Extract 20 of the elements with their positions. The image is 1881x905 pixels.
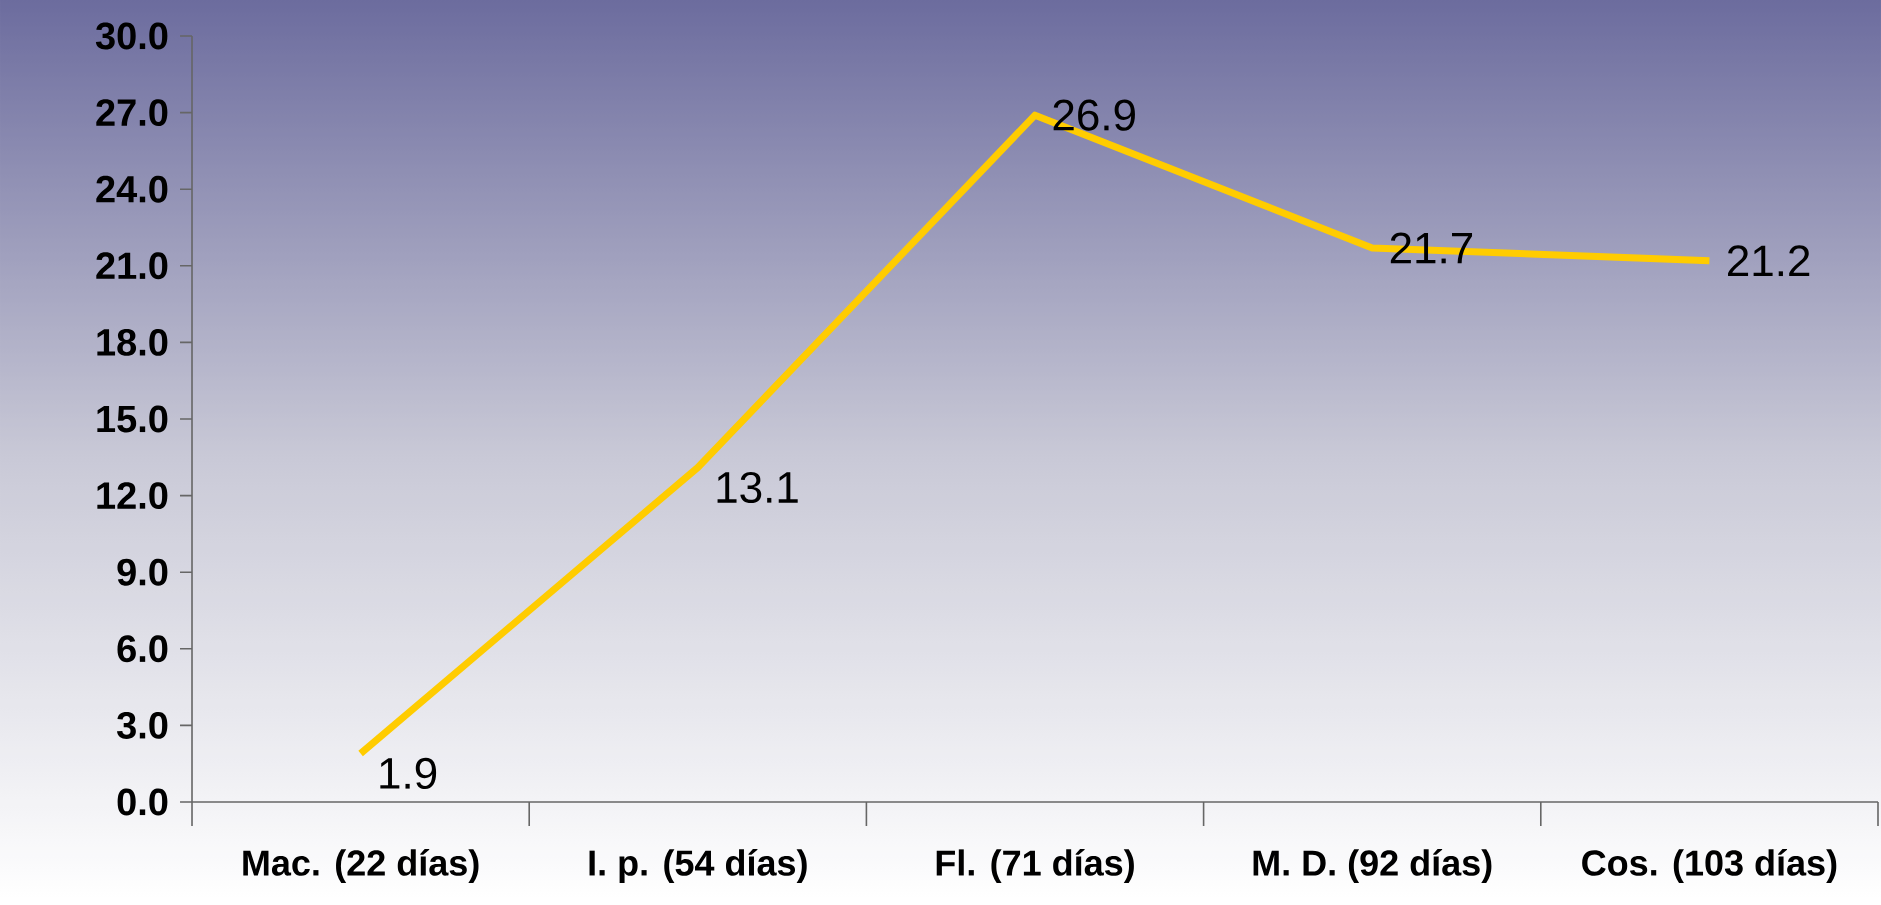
- y-tick-label: 0.0: [117, 788, 168, 816]
- x-tick-label: M. D. (92 días): [1253, 849, 1492, 883]
- y-tick-label: 21.0: [96, 252, 168, 280]
- y-tick-label: 30.0: [95, 22, 168, 50]
- y-tick-label: 27.0: [96, 99, 168, 127]
- y-tick-label: 6.0: [117, 635, 168, 663]
- data-label: 26.9: [1053, 99, 1135, 131]
- y-tick-label: 9.0: [117, 558, 168, 586]
- data-label: 13.1: [717, 471, 798, 504]
- data-label: 1.9: [380, 757, 437, 790]
- y-tick-label: 24.0: [96, 175, 168, 203]
- data-label: 21.2: [1728, 245, 1810, 277]
- y-tick-label: 18.0: [97, 328, 168, 356]
- x-tick-label: Mac. (22 días): [243, 849, 479, 883]
- y-tick-label: 3.0: [117, 711, 168, 739]
- x-tick-label: I. p. (54 días): [589, 849, 807, 883]
- x-tick-label: Cos. (103 días): [1582, 849, 1837, 883]
- y-tick-label: 12.0: [97, 482, 168, 510]
- x-tick-label: Fl. (71 días): [936, 849, 1134, 883]
- y-tick-label: 15.0: [97, 405, 168, 433]
